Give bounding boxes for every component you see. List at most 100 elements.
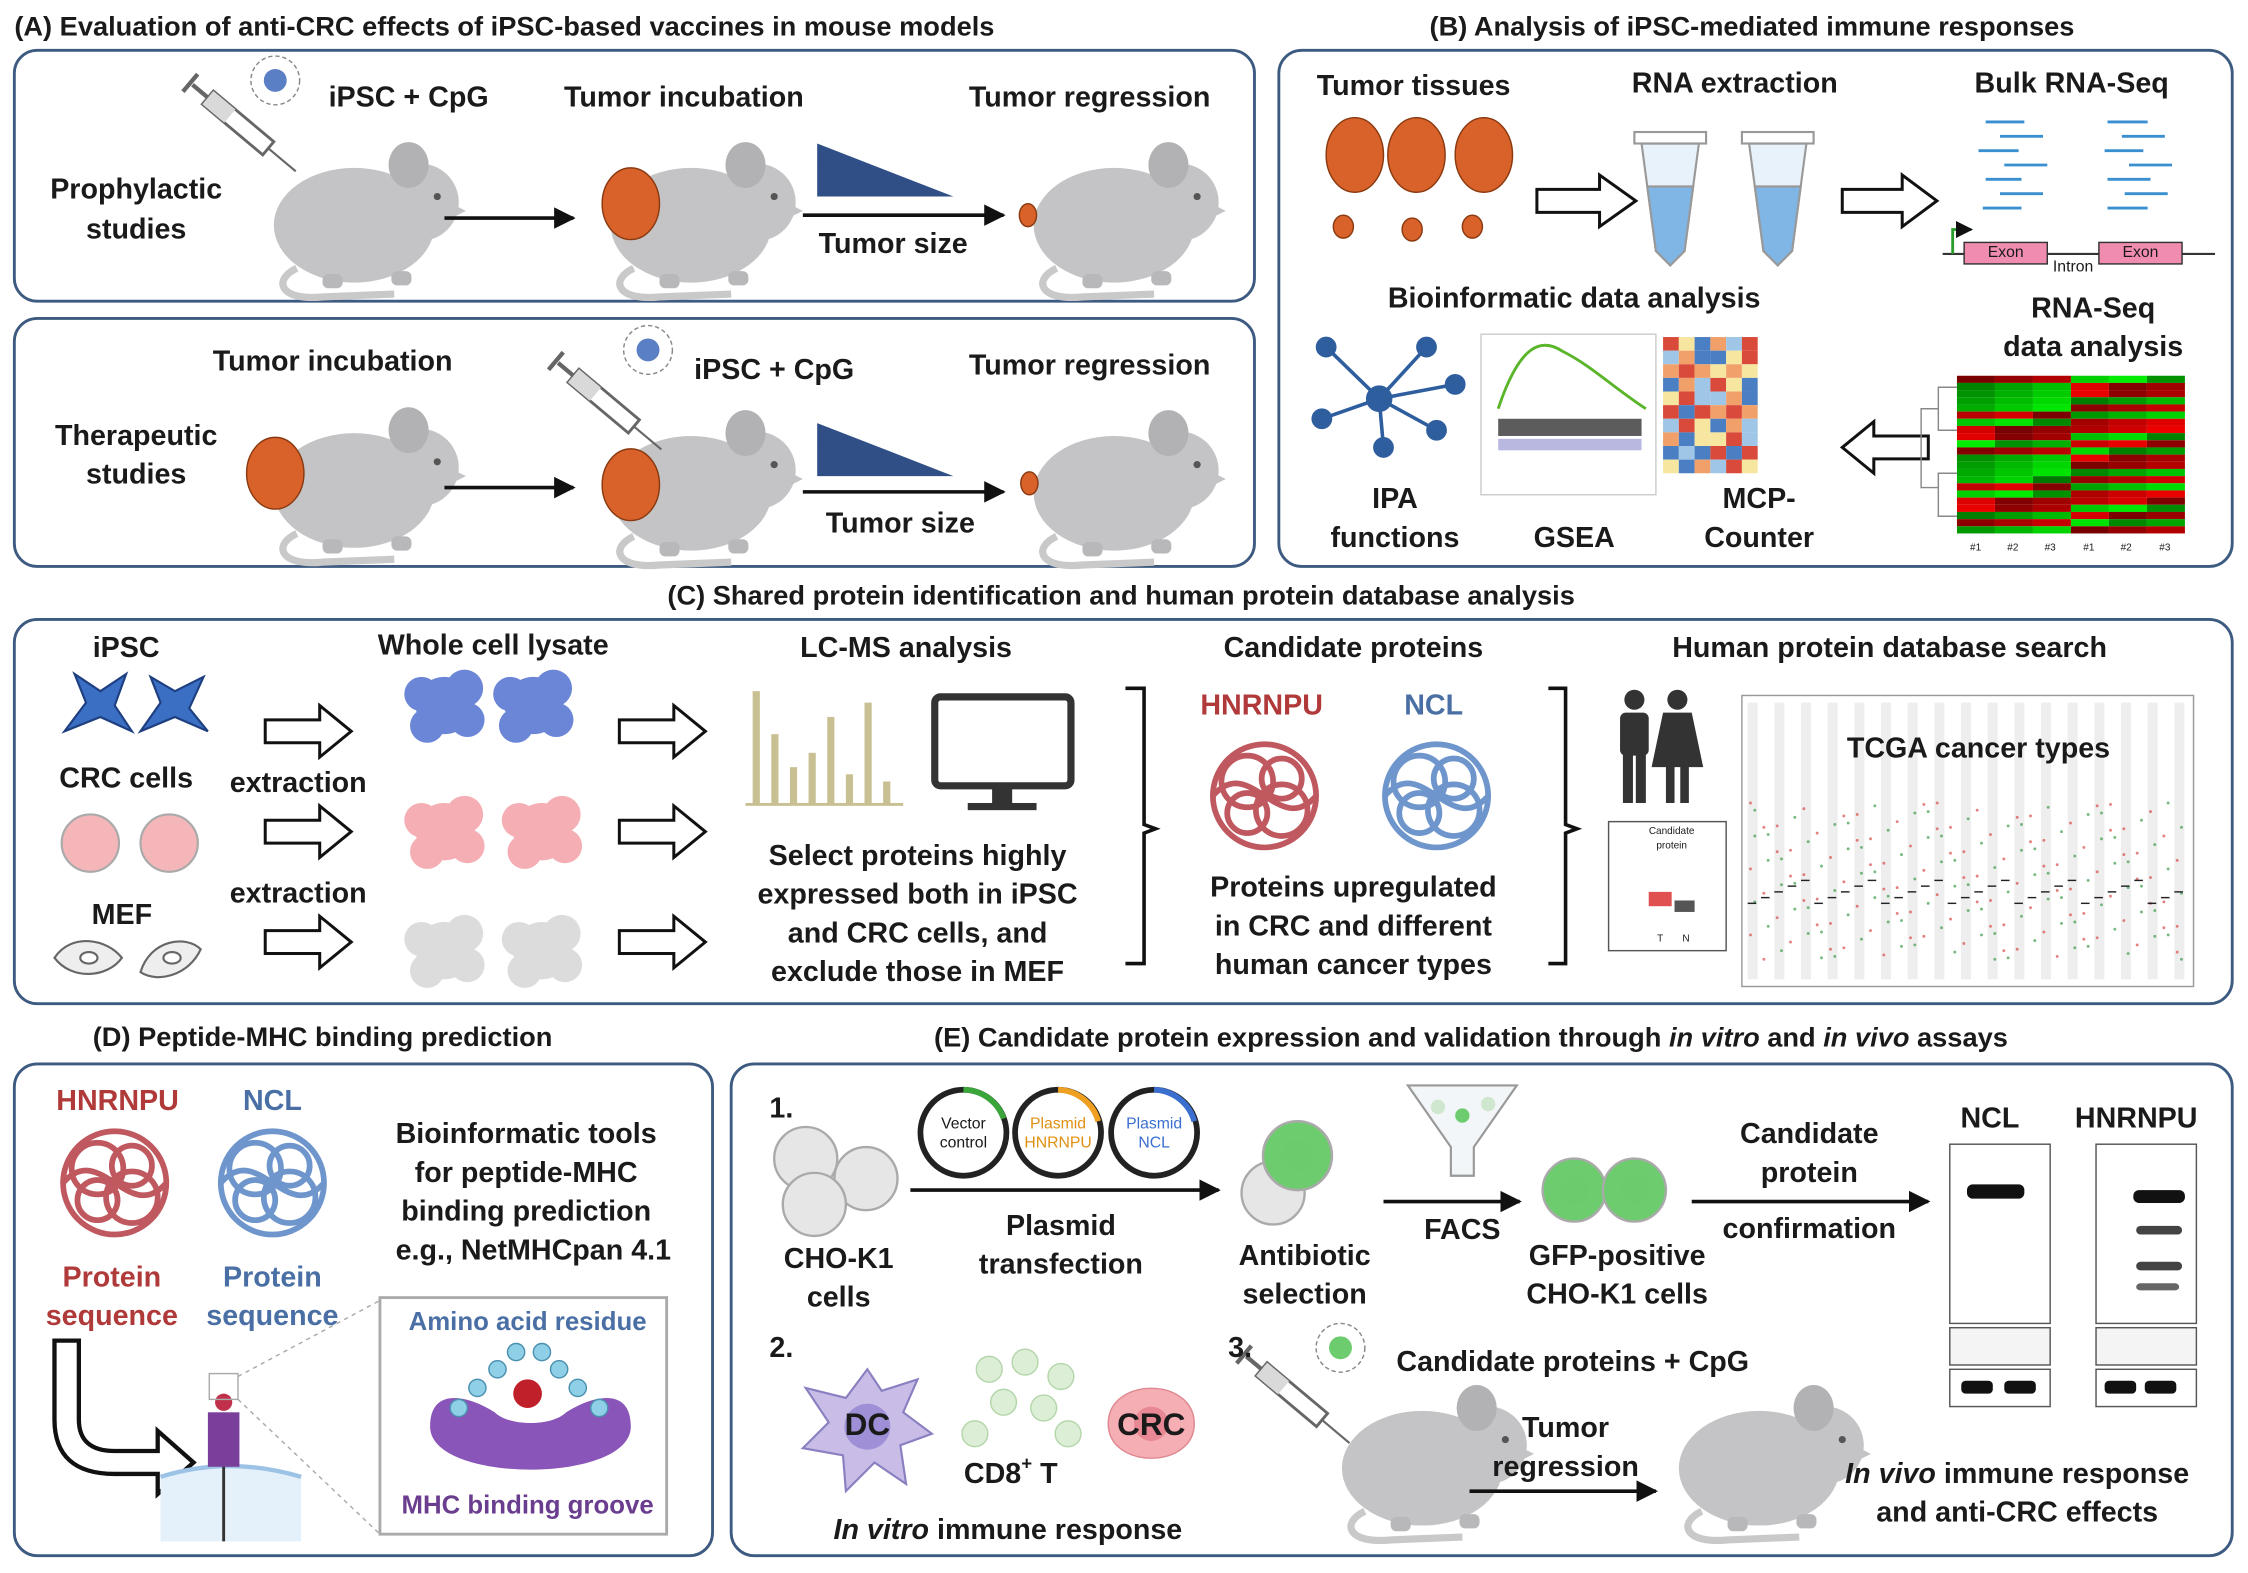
point <box>1802 873 1806 877</box>
point <box>1909 910 1912 914</box>
heat-cell <box>2032 390 2071 398</box>
shape <box>817 143 954 197</box>
heat-cell <box>1726 337 1742 351</box>
shape <box>745 802 904 806</box>
column-label: #1 <box>1970 542 1982 553</box>
heat-cell <box>1694 350 1711 365</box>
shape <box>160 1466 302 1542</box>
heat-cell <box>1956 375 1995 383</box>
heat-cell <box>1994 404 2033 412</box>
point <box>1869 837 1872 841</box>
shape <box>1455 1108 1470 1123</box>
shape <box>1667 689 1688 710</box>
label: HNRNPU <box>2075 1102 2198 1134</box>
gene-label: Exon <box>1988 244 2024 261</box>
heat-cell <box>1694 377 1711 392</box>
label-part: immune response <box>929 1514 1182 1546</box>
point <box>1882 953 1886 957</box>
shape <box>1648 891 1672 907</box>
label: MHC binding groove <box>401 1491 653 1519</box>
heat-cell <box>2032 418 2071 426</box>
shape <box>532 1342 552 1362</box>
heat-cell <box>1956 440 1995 448</box>
point <box>1980 841 1983 845</box>
icon <box>1385 744 1488 847</box>
label: expressed both in iPSC <box>758 879 1078 911</box>
heat-cell <box>1663 364 1679 378</box>
point <box>1775 916 1779 920</box>
point <box>2033 873 2037 877</box>
label: data analysis <box>2003 331 2183 363</box>
label-part: In vitro <box>833 1514 929 1546</box>
point <box>2042 930 2046 934</box>
shape <box>752 691 760 803</box>
label: RNA extraction <box>1632 67 1838 99</box>
point <box>1846 847 1850 851</box>
heat-cell <box>2146 411 2185 419</box>
point <box>2100 903 2103 907</box>
heat-cell <box>2146 476 2185 484</box>
column-shade <box>1987 702 1998 980</box>
point <box>2122 827 2126 831</box>
shape <box>488 1359 507 1379</box>
title-part: (E) Candidate protein expression and val… <box>934 1021 1669 1052</box>
heat-cell <box>1710 350 1727 365</box>
column-shade <box>2174 702 2185 980</box>
heat-cell <box>2146 504 2185 512</box>
heat-cell <box>2070 411 2109 419</box>
panel-c: (C) Shared protein identification and hu… <box>12 580 2234 1006</box>
heat-cell <box>1678 350 1695 365</box>
label: Protein <box>223 1262 322 1294</box>
point <box>1935 827 1939 831</box>
point <box>1900 919 1903 922</box>
heat-cell <box>1741 337 1758 351</box>
point <box>1886 828 1890 832</box>
point <box>1993 866 1997 869</box>
shape <box>1620 712 1649 756</box>
point <box>2162 834 2166 838</box>
label: CHO-K1 <box>784 1243 894 1275</box>
point <box>2149 876 2152 879</box>
icon <box>501 914 583 988</box>
shape <box>1961 1380 1993 1394</box>
shape <box>931 693 1075 790</box>
point <box>1989 924 1992 928</box>
heat-cell <box>2146 490 2185 498</box>
label: binding prediction <box>401 1196 651 1228</box>
heat-cell <box>1663 446 1679 460</box>
heat-cell <box>1663 418 1679 433</box>
column-shade <box>1934 702 1945 980</box>
heat-cell <box>2070 476 2109 484</box>
point <box>2006 956 2010 960</box>
column-shade <box>2147 702 2158 980</box>
column-shade <box>2014 702 2025 980</box>
shape <box>1635 752 1646 803</box>
heat-cell <box>2070 425 2109 434</box>
shape <box>430 1397 631 1470</box>
heat-cell <box>1678 446 1695 460</box>
label: MCP- <box>1723 483 1796 515</box>
point <box>1820 864 1823 868</box>
point <box>2100 837 2103 841</box>
shape <box>967 802 1037 811</box>
heat-cell <box>2070 382 2109 391</box>
label: In vivo immune response <box>1845 1458 2189 1490</box>
point <box>1966 909 1970 912</box>
point <box>1895 820 1899 824</box>
heat-cell <box>2146 497 2185 505</box>
shape <box>961 1348 1082 1448</box>
shape <box>1444 373 1466 395</box>
point <box>2006 824 2010 828</box>
heat-cell <box>1994 440 2033 448</box>
shape <box>449 1342 609 1418</box>
label: CHO-K1 cells <box>1526 1279 1708 1311</box>
point <box>2069 887 2072 891</box>
point <box>1962 850 1966 854</box>
label: Prophylactic <box>50 173 222 205</box>
column-shade <box>2040 702 2052 980</box>
label: T <box>1657 934 1663 945</box>
heat-cell <box>2108 397 2147 405</box>
heat-cell <box>2032 447 2071 455</box>
label: DC <box>845 1406 891 1442</box>
title-part: and <box>1760 1021 1824 1052</box>
